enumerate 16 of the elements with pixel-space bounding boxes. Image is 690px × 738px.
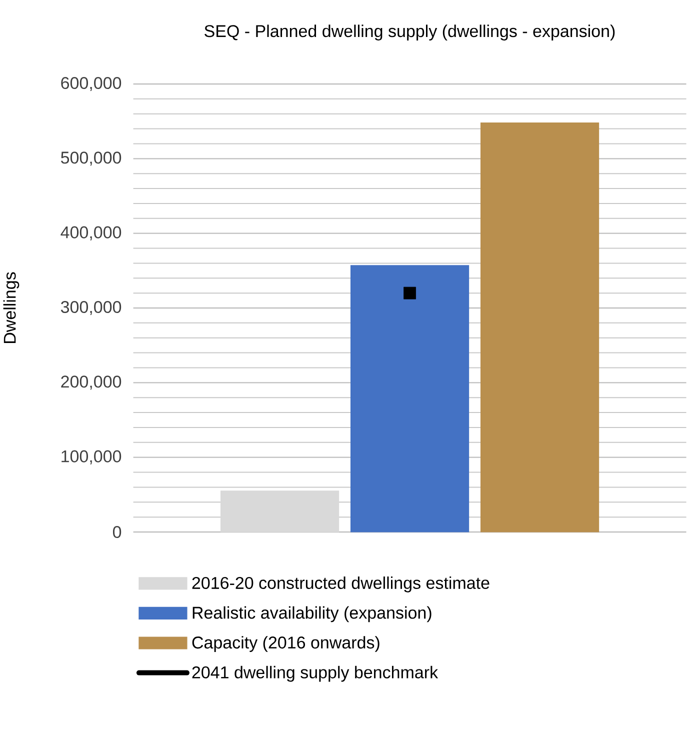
y-tick-label: 100,000 (61, 450, 121, 464)
y-tick-label: 200,000 (61, 376, 121, 390)
y-axis-title: Dwellings (3, 272, 20, 343)
legend-label: Capacity (2016 onwards) (192, 636, 380, 652)
legend-label: 2041 dwelling supply benchmark (192, 666, 438, 682)
bar (350, 265, 469, 532)
legend-label: 2016-20 constructed dwellings estimate (192, 576, 490, 592)
y-tick-label: 300,000 (60, 300, 121, 316)
y-tick-label: 500,000 (60, 152, 121, 166)
bar (220, 490, 339, 532)
chart-title: SEQ - Planned dwelling supply (dwellings - expansion) (204, 24, 614, 41)
legend-label: Realistic availability (expansion) (192, 606, 432, 622)
y-tick-label: 0 (112, 526, 121, 538)
bar (480, 122, 599, 532)
y-tick-label: 600,000 (61, 76, 121, 92)
y-tick-label: 400,000 (60, 226, 121, 240)
